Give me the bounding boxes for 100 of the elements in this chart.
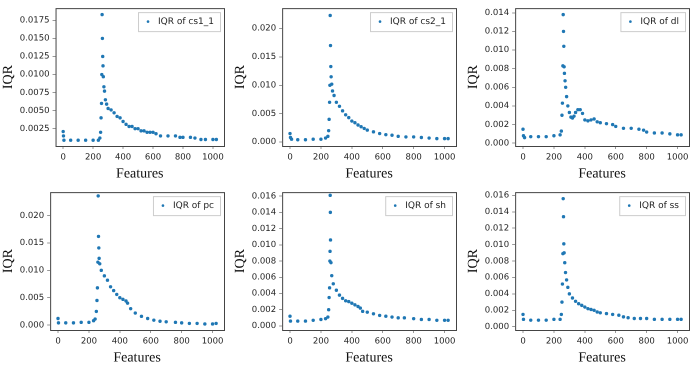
point: [118, 116, 122, 120]
point: [578, 108, 582, 112]
point: [566, 104, 570, 108]
y-tick-label: 0.0125: [20, 52, 50, 62]
point: [296, 138, 300, 142]
point: [589, 118, 593, 122]
point: [560, 101, 564, 105]
point: [328, 238, 332, 242]
point: [158, 320, 162, 323]
point: [158, 134, 162, 138]
x-tick-label: 600: [608, 336, 624, 346]
point: [112, 111, 116, 114]
text: IQR of sh: [405, 200, 446, 211]
y-tick-label: 0.0175: [20, 16, 50, 26]
point: [304, 319, 308, 323]
point: [589, 308, 593, 312]
point: [583, 118, 587, 122]
point: [580, 304, 584, 308]
y-tick-label: 0.0150: [20, 34, 50, 44]
point: [97, 256, 101, 260]
point: [372, 312, 376, 316]
point: [568, 110, 572, 114]
x-axis-title: Features: [578, 166, 626, 182]
point: [203, 322, 207, 326]
point: [562, 72, 566, 76]
point: [327, 296, 331, 300]
point: [353, 303, 357, 307]
x-tick-label: 1000: [434, 336, 456, 346]
point: [598, 311, 602, 314]
point: [84, 138, 88, 142]
y-tick-label: 0.004: [484, 289, 510, 300]
y-axis-title: IQR: [233, 248, 248, 274]
y-tick-label: 0.004: [252, 288, 276, 299]
point: [570, 296, 574, 300]
point: [562, 30, 566, 34]
y-axis-title: IQR: [233, 64, 248, 90]
point: [420, 136, 424, 140]
point: [98, 136, 102, 140]
y-tick-label: 0.015: [252, 52, 276, 62]
point: [562, 196, 565, 200]
point: [360, 310, 364, 314]
point: [676, 318, 680, 322]
point: [596, 310, 599, 314]
point: [328, 250, 332, 254]
point: [332, 94, 336, 98]
point: [214, 322, 218, 326]
x-tick-label: 0: [60, 152, 66, 162]
point: [136, 126, 140, 130]
point: [442, 318, 446, 322]
point: [62, 138, 66, 142]
point: [328, 14, 332, 18]
point: [326, 315, 330, 319]
point: [390, 315, 394, 319]
point: [68, 138, 72, 142]
point: [598, 121, 602, 124]
x-tick-label: 600: [142, 336, 159, 346]
point: [614, 124, 618, 128]
point: [536, 134, 540, 138]
point: [586, 119, 590, 123]
point: [304, 138, 308, 142]
x-axis-title: Features: [113, 350, 161, 366]
text: IQR of cs1_1: [158, 16, 214, 27]
point: [115, 292, 118, 296]
point: [312, 318, 315, 322]
point: [552, 318, 556, 322]
point: [340, 296, 344, 300]
point: [211, 138, 215, 142]
point: [576, 302, 580, 306]
point: [596, 120, 599, 124]
point: [404, 135, 408, 139]
point: [544, 134, 548, 138]
point: [427, 318, 431, 322]
point: [586, 306, 590, 310]
point: [72, 321, 76, 325]
point: [637, 128, 641, 131]
y-tick-label: 0.000: [252, 321, 276, 332]
y-axis-title: IQR: [1, 64, 16, 90]
point: [94, 310, 98, 314]
point: [442, 136, 446, 140]
point: [412, 135, 416, 139]
y-tick-label: 0.008: [484, 64, 510, 74]
x-tick-label: 200: [80, 336, 98, 346]
point: [521, 128, 525, 131]
point: [347, 116, 350, 120]
point: [96, 194, 100, 198]
point: [390, 134, 394, 137]
point: [350, 302, 354, 305]
y-tick-label: 0.0100: [20, 70, 50, 80]
point: [564, 86, 568, 89]
point: [329, 64, 333, 68]
point: [580, 112, 584, 116]
point: [102, 85, 106, 88]
point: [134, 311, 137, 315]
point: [652, 318, 656, 322]
point: [610, 122, 614, 126]
point: [296, 319, 300, 323]
y-tick-label: 0.016: [252, 191, 276, 202]
point: [193, 136, 197, 140]
x-tick-label: 800: [406, 336, 422, 346]
point: [552, 134, 556, 138]
